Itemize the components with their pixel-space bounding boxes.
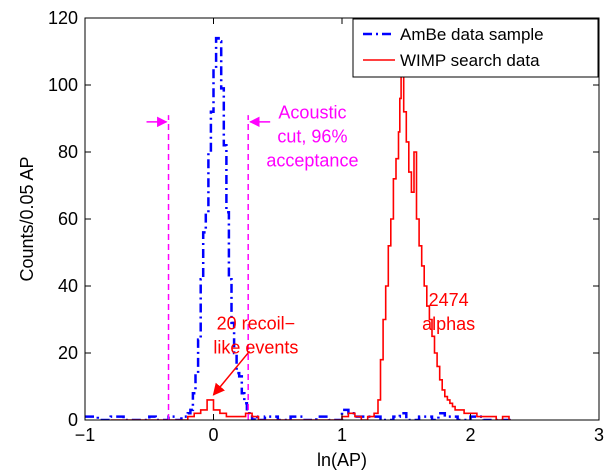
x-tick-label: 0 [208, 425, 218, 445]
legend: AmBe data sample WIMP search data [352, 18, 599, 78]
annotation-text: 2474 [429, 290, 469, 310]
legend-label-wimp: WIMP search data [400, 51, 540, 70]
wimp-series-line [110, 57, 511, 420]
annotation-text: Acoustic [278, 103, 346, 123]
x-tick-label: 2 [465, 425, 475, 445]
y-tick-label: 100 [48, 75, 78, 95]
x-tick-label: 3 [594, 425, 604, 445]
y-tick-label: 40 [58, 276, 78, 296]
y-axis-label: Counts/0.05 AP [17, 156, 37, 281]
annotation-text: acceptance [266, 151, 358, 171]
y-tick-label: 20 [58, 343, 78, 363]
annotation-text: like events [213, 338, 298, 358]
annotation-text: alphas [422, 314, 475, 334]
recoil-events-arrow [212, 350, 251, 396]
x-axis-label: ln(AP) [317, 450, 367, 470]
y-tick-label: 0 [68, 410, 78, 430]
recoil-events-annotation: 20 recoil− like events [213, 314, 298, 358]
x-tick-label: 1 [337, 425, 347, 445]
plot-frame [84, 17, 600, 421]
legend-box [352, 18, 599, 78]
y-tick-label: 120 [48, 8, 78, 28]
ambe-series-line [85, 36, 511, 420]
annotation-text: 20 recoil− [217, 314, 296, 334]
y-tick-label: 60 [58, 209, 78, 229]
annotation-text: cut, 96% [277, 127, 347, 147]
acoustic-cut-annotation: Acoustic cut, 96% acceptance [266, 103, 358, 171]
y-tick-label: 80 [58, 142, 78, 162]
legend-label-ambe: AmBe data sample [400, 25, 544, 44]
x-tick-label: −1 [75, 425, 96, 445]
alphas-annotation: 2474 alphas [422, 290, 475, 334]
